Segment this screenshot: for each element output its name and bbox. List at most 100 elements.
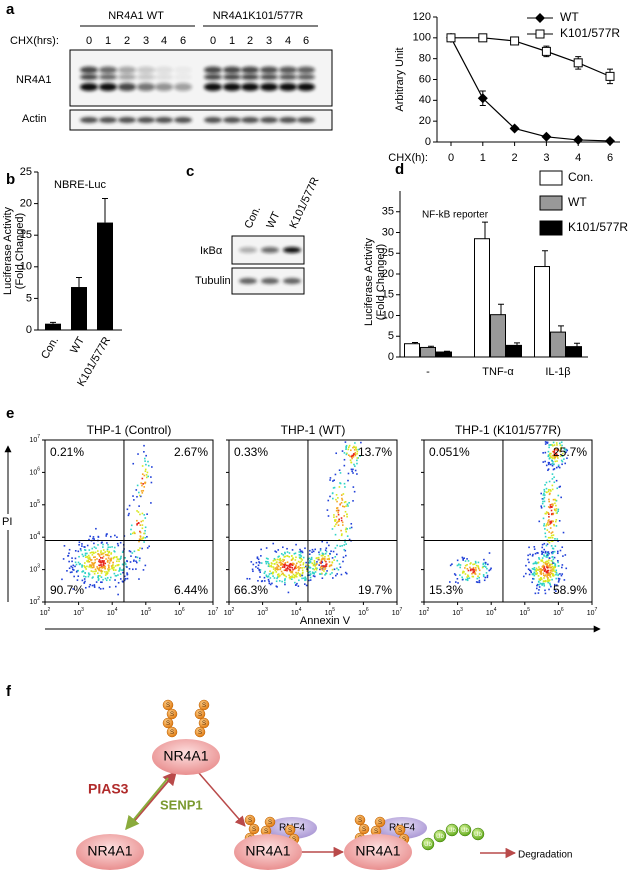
event-dot	[66, 570, 68, 572]
event-dot	[340, 517, 343, 519]
event-dot	[336, 544, 339, 547]
event-dot	[89, 564, 92, 567]
event-dot	[553, 444, 556, 446]
event-dot	[319, 573, 322, 575]
event-dot	[126, 577, 129, 580]
event-dot	[276, 567, 278, 569]
event-dot	[540, 568, 542, 570]
band	[174, 74, 192, 80]
event-dot	[77, 550, 80, 553]
event-dot	[106, 554, 109, 557]
x-tick-label: IL-1β	[545, 366, 570, 378]
event-dot	[552, 441, 555, 444]
band	[297, 74, 315, 80]
event-dot	[121, 551, 124, 554]
event-dot	[528, 546, 530, 549]
sumo-label: S	[202, 703, 206, 709]
event-dot	[329, 477, 332, 479]
x-tick-label: 107	[208, 607, 219, 617]
event-dot	[542, 517, 545, 520]
event-dot	[135, 561, 138, 564]
event-dot	[356, 462, 358, 465]
sumo	[194, 708, 206, 720]
event-dot	[256, 557, 259, 559]
event-dot	[303, 566, 306, 569]
event-dot	[355, 447, 357, 449]
event-dot	[548, 480, 551, 483]
event-dot	[343, 452, 346, 454]
event-dot	[289, 564, 292, 566]
event-dot	[81, 553, 84, 556]
band	[137, 66, 155, 74]
event-dot	[123, 579, 126, 582]
event-dot	[338, 520, 340, 522]
event-dot	[350, 455, 353, 458]
event-dot	[146, 535, 148, 538]
event-dot	[119, 573, 122, 575]
tick-exponent: 4	[494, 607, 497, 613]
tick-exponent: 5	[527, 607, 530, 613]
event-dot	[98, 555, 101, 557]
event-dot	[321, 540, 324, 543]
event-dot	[547, 576, 549, 579]
tick-base: 10	[587, 610, 595, 617]
event-dot	[559, 449, 561, 452]
tick-base: 10	[29, 566, 37, 573]
event-dot	[299, 564, 302, 566]
event-dot	[337, 513, 340, 516]
event-dot	[281, 564, 284, 566]
panel-label: c	[186, 163, 194, 180]
event-dot	[558, 520, 561, 522]
event-dot	[550, 459, 553, 462]
quadrant-percent: 19.7%	[358, 583, 392, 597]
event-dot	[295, 565, 297, 568]
event-dot	[549, 579, 551, 581]
lane-label: 1	[105, 35, 111, 47]
event-dot	[274, 550, 277, 553]
event-dot	[344, 486, 346, 488]
event-dot	[331, 557, 334, 559]
event-dot	[293, 563, 295, 565]
y-tick-label: 102	[29, 596, 40, 606]
event-dot	[555, 569, 558, 572]
event-dot	[110, 553, 112, 555]
event-dot	[289, 562, 292, 565]
event-dot	[324, 574, 326, 576]
event-dot	[104, 574, 107, 576]
event-dot	[545, 524, 547, 527]
event-dot	[93, 538, 95, 540]
event-dot	[300, 551, 302, 554]
event-dot	[108, 586, 111, 588]
event-dot	[547, 565, 549, 567]
event-dot	[353, 490, 356, 493]
event-dot	[333, 559, 335, 561]
event-dot	[462, 570, 465, 573]
event-dot	[340, 494, 343, 496]
event-dot	[550, 559, 553, 562]
event-dot	[95, 581, 98, 583]
event-dot	[295, 571, 297, 574]
sumo-label: S	[378, 820, 382, 826]
event-dot	[265, 557, 268, 560]
sumo	[166, 708, 178, 720]
event-dot	[265, 562, 268, 565]
band	[223, 66, 241, 74]
event-dot	[267, 562, 270, 565]
event-dot	[552, 454, 555, 457]
event-dot	[333, 516, 335, 518]
event-dot	[146, 513, 148, 515]
event-dot	[464, 567, 466, 569]
event-dot	[283, 559, 285, 561]
event-dot	[267, 575, 270, 577]
event-dot	[544, 568, 547, 571]
event-dot	[487, 563, 489, 566]
event-dot	[321, 569, 324, 571]
quadrant-percent: 90.7%	[50, 583, 84, 597]
label-bg	[290, 615, 362, 628]
quadrant-percent: 66.3%	[234, 583, 268, 597]
event-dot	[292, 557, 294, 559]
sumo-label: S	[288, 828, 292, 834]
event-dot	[549, 583, 552, 586]
band	[239, 278, 257, 284]
event-dot	[136, 522, 139, 525]
